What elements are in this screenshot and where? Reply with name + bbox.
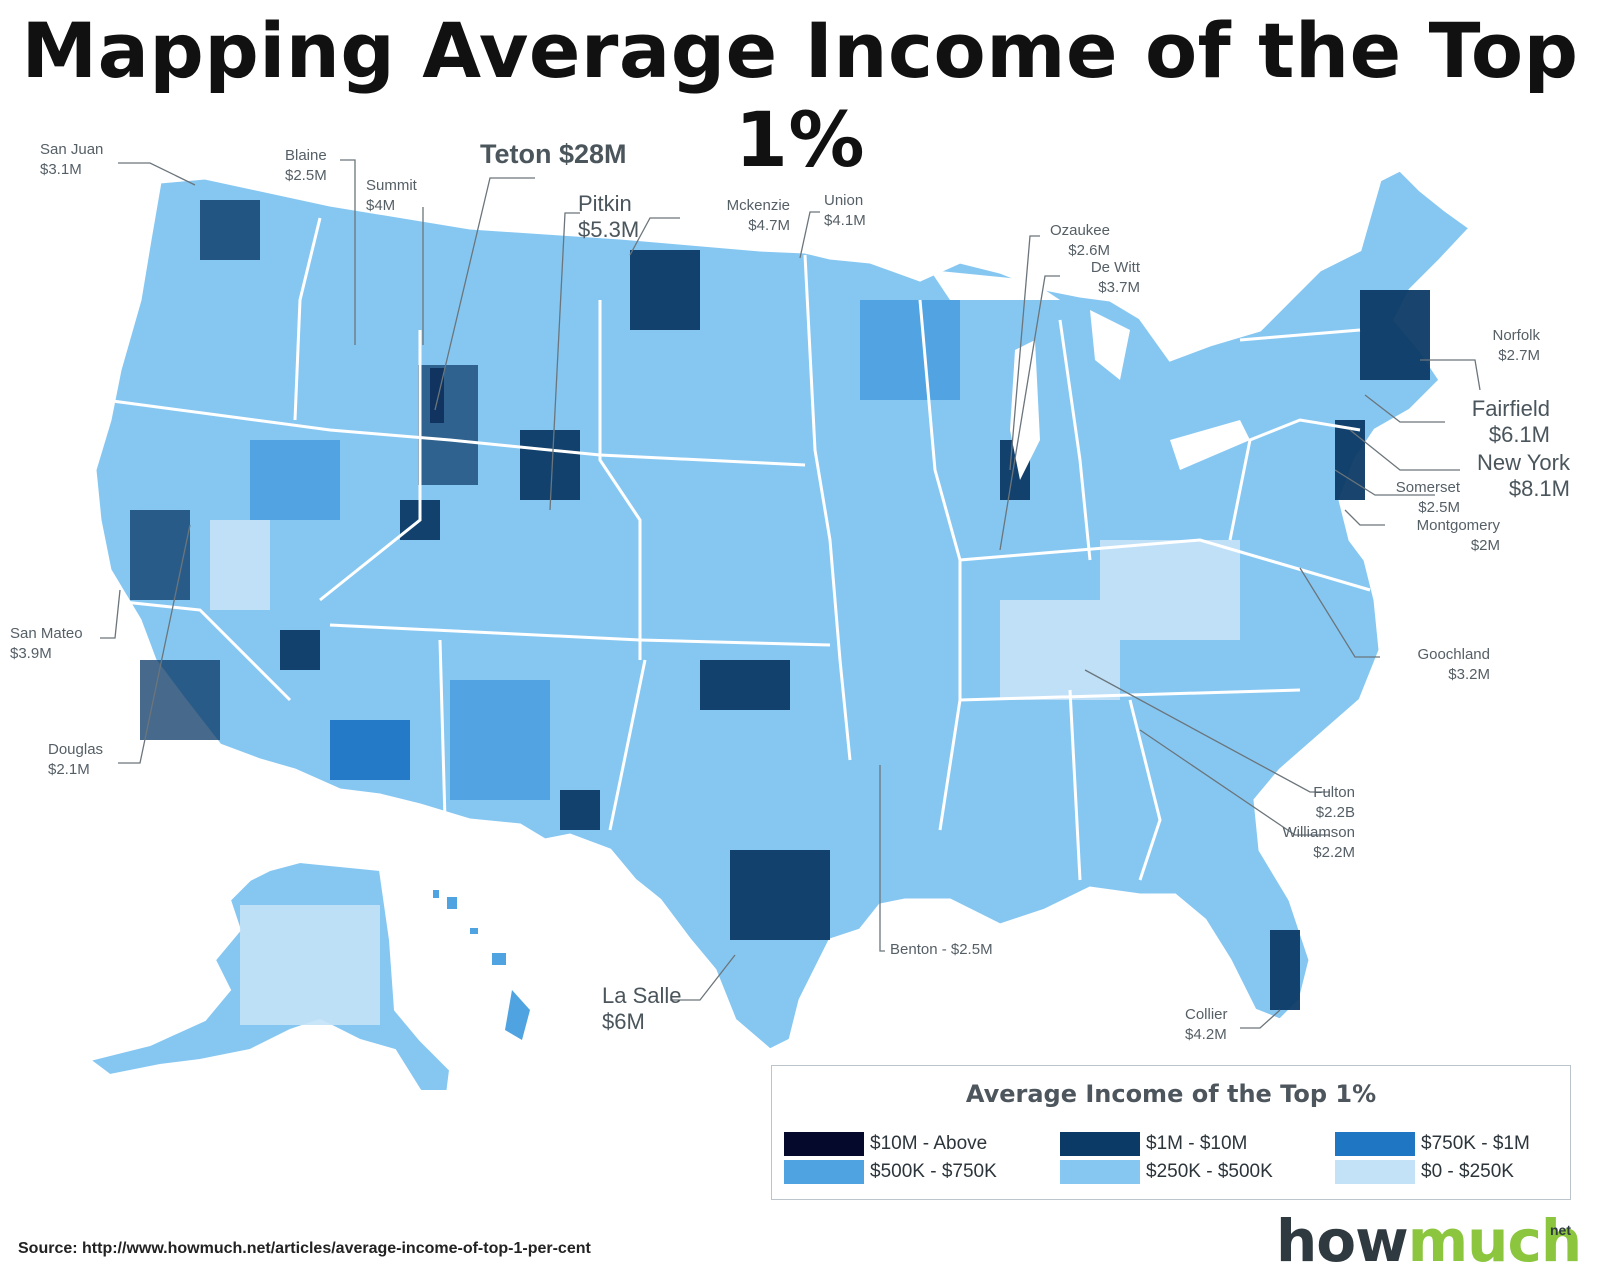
callout-new-york: New York $8.1M <box>1477 450 1570 501</box>
legend-swatch <box>1060 1132 1140 1156</box>
callout-williamson: Williamson $2.2M <box>1282 824 1355 861</box>
legend-title: Average Income of the Top 1% <box>965 1080 1377 1108</box>
callout-benton: Benton - $2.5M <box>890 941 993 958</box>
page-title: Mapping Average Income of the Top 1% <box>21 6 1579 184</box>
callout-union: Union $4.1M <box>824 192 866 229</box>
callout-la-salle: La Salle $6M <box>602 983 682 1034</box>
callout-collier: Collier $4.2M <box>1185 1006 1228 1043</box>
us-county-map <box>87 159 1481 1090</box>
callout-san-mateo: San Mateo $3.9M <box>10 625 83 662</box>
callout-pitkin: Pitkin $5.3M <box>578 191 640 242</box>
legend-swatch <box>1335 1132 1415 1156</box>
county-clusters <box>130 200 1430 1010</box>
callout-de-witt: De Witt $3.7M <box>1090 259 1140 296</box>
callout-summit: Summit $4M <box>366 177 417 214</box>
callout-ozaukee: Ozaukee $2.6M <box>1049 222 1110 259</box>
state-borders <box>104 217 1371 881</box>
leader-lines <box>100 159 1481 1029</box>
callout-douglas: Douglas $2.1M <box>48 741 104 778</box>
callout-norfolk: Norfolk $2.7M <box>1492 327 1540 364</box>
callout-san-juan: San Juan $3.1M <box>40 141 104 178</box>
howmuch-logo-suffix: net <box>1550 1222 1571 1238</box>
callout-teton: Teton $28M <box>480 139 627 169</box>
legend: Average Income of the Top 1% $10M - Abov… <box>771 1065 1571 1200</box>
callout-fulton: Fulton $2.2B <box>1313 784 1355 821</box>
callout-goochland: Goochland $3.2M <box>1417 646 1490 683</box>
callout-montgomery: Montgomery $2M <box>1416 517 1500 554</box>
callout-mckenzie: Mckenzie $4.7M <box>726 197 790 234</box>
howmuch-logo: howmuch <box>1276 1207 1582 1275</box>
legend-swatch <box>1060 1160 1140 1184</box>
callout-fairfield: Fairfield $6.1M <box>1471 396 1550 447</box>
legend-swatch <box>784 1132 864 1156</box>
callout-blaine: Blaine $2.5M <box>285 147 327 184</box>
legend-swatch <box>784 1160 864 1184</box>
hawaii-shape <box>433 890 530 1040</box>
legend-swatch <box>1335 1160 1415 1184</box>
source-note: Source: http://www.howmuch.net/articles/… <box>18 1240 591 1257</box>
callout-somerset: Somerset $2.5M <box>1395 479 1460 516</box>
